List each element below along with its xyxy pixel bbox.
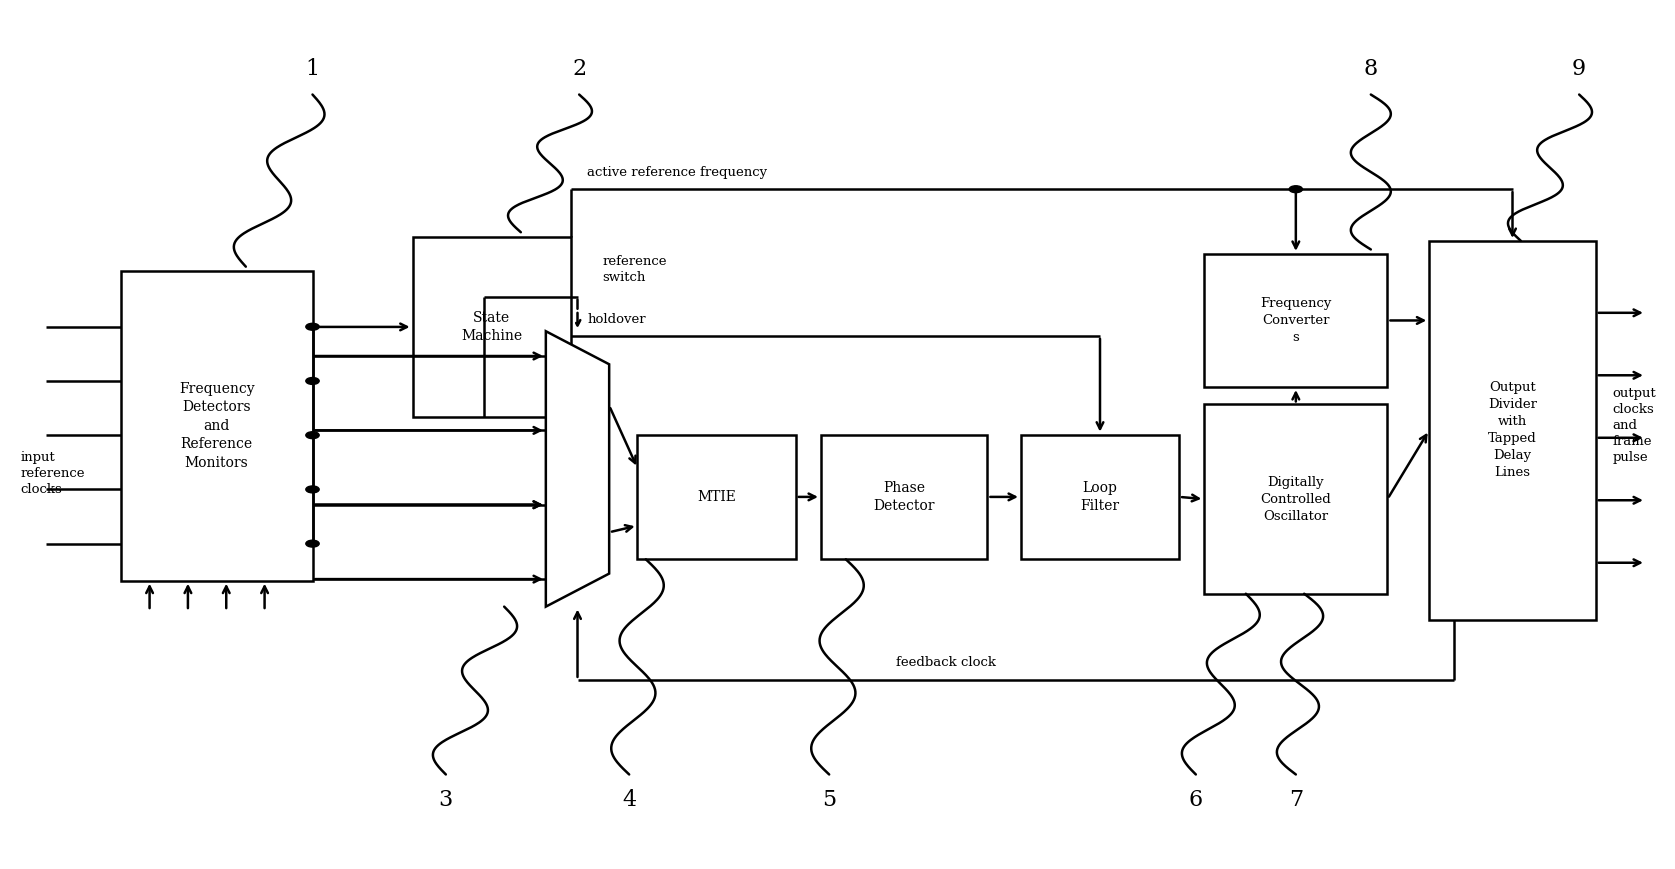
Text: 5: 5 <box>822 789 836 812</box>
Text: Frequency
Converter
s: Frequency Converter s <box>1260 297 1332 344</box>
Text: feedback clock: feedback clock <box>896 656 997 669</box>
Circle shape <box>307 541 320 547</box>
Text: State
Machine: State Machine <box>461 311 523 343</box>
Text: Frequency
Detectors
and
Reference
Monitors: Frequency Detectors and Reference Monito… <box>179 382 255 469</box>
Text: reference
switch: reference switch <box>603 255 667 284</box>
Text: output
clocks
and
frame
pulse: output clocks and frame pulse <box>1613 388 1657 464</box>
Text: 2: 2 <box>573 57 586 80</box>
FancyBboxPatch shape <box>1204 254 1387 388</box>
Text: Loop
Filter: Loop Filter <box>1080 481 1119 513</box>
Text: input
reference
clocks: input reference clocks <box>20 451 85 495</box>
Text: 1: 1 <box>305 57 320 80</box>
Circle shape <box>307 486 320 493</box>
Polygon shape <box>546 331 610 607</box>
FancyBboxPatch shape <box>1204 404 1387 594</box>
FancyBboxPatch shape <box>1020 434 1179 560</box>
Circle shape <box>307 432 320 439</box>
FancyBboxPatch shape <box>121 271 313 580</box>
Text: 8: 8 <box>1363 57 1379 80</box>
Text: Phase
Detector: Phase Detector <box>873 481 935 513</box>
Text: holdover: holdover <box>588 313 647 326</box>
Text: 9: 9 <box>1573 57 1586 80</box>
Circle shape <box>1290 186 1303 193</box>
Text: Digitally
Controlled
Oscillator: Digitally Controlled Oscillator <box>1261 475 1332 522</box>
Text: 7: 7 <box>1288 789 1303 812</box>
Circle shape <box>307 377 320 384</box>
Text: 3: 3 <box>439 789 452 812</box>
FancyBboxPatch shape <box>638 434 796 560</box>
FancyBboxPatch shape <box>1429 241 1596 620</box>
Text: active reference frequency: active reference frequency <box>588 166 767 179</box>
FancyBboxPatch shape <box>821 434 988 560</box>
FancyBboxPatch shape <box>412 236 571 417</box>
Circle shape <box>307 323 320 330</box>
Text: 6: 6 <box>1189 789 1203 812</box>
Text: MTIE: MTIE <box>697 490 735 504</box>
Text: 4: 4 <box>621 789 636 812</box>
Text: Output
Divider
with
Tapped
Delay
Lines: Output Divider with Tapped Delay Lines <box>1487 381 1538 479</box>
